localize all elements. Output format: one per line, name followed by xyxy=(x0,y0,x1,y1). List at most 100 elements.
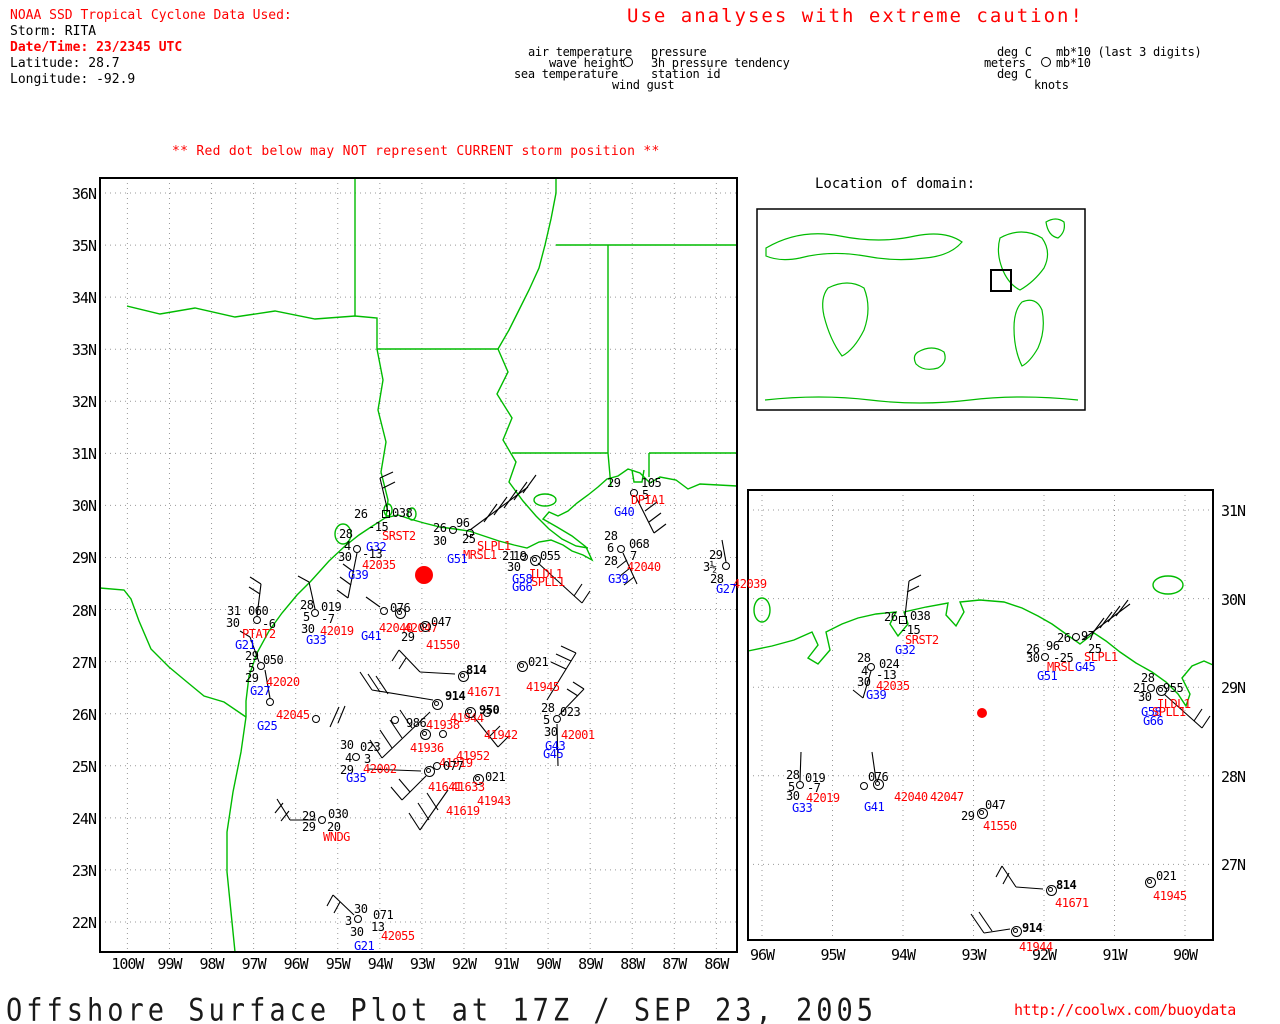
world-map-continents xyxy=(764,218,1079,404)
lon-label: 100W xyxy=(111,955,144,973)
station-id-label: 42001 xyxy=(561,728,595,742)
station-circle-icon xyxy=(353,545,361,553)
caution-title: Use analyses with extreme caution! xyxy=(627,5,1084,27)
lon-label: 91W xyxy=(1102,946,1127,964)
station-id-label: SPLL1 xyxy=(531,575,565,589)
station-value: 4 xyxy=(345,751,352,765)
lon-label: 90W xyxy=(1172,946,1198,964)
station-value: -15 xyxy=(368,520,389,534)
station-id-label: 42035 xyxy=(362,558,396,572)
station-circle-icon xyxy=(253,616,261,624)
lon-label: 88W xyxy=(620,955,645,973)
grid-id-label: G66 xyxy=(1143,714,1164,728)
station-value: 30 xyxy=(1026,651,1040,665)
station-circle-icon xyxy=(1147,684,1155,692)
lat-label: 36N xyxy=(71,185,97,203)
station-value: 13 xyxy=(371,920,385,934)
unit-item: knots xyxy=(1034,78,1069,92)
station-circle-icon xyxy=(439,730,447,738)
station-value: 038 xyxy=(910,609,931,623)
station-inner-circle-icon xyxy=(460,673,465,678)
grid-id-label: G39 xyxy=(866,688,887,702)
station-value: 071 xyxy=(373,908,394,922)
station-value: 31 xyxy=(227,604,241,618)
station-value: 7 xyxy=(630,549,637,563)
station-inner-circle-icon xyxy=(426,768,431,773)
station-value: 29 xyxy=(245,671,259,685)
station-value: 060 xyxy=(248,604,269,618)
station-circle-icon xyxy=(483,709,491,717)
station-value: 077 xyxy=(443,759,464,773)
station-value: 28 xyxy=(604,529,618,543)
station-value: -6 xyxy=(262,617,276,631)
station-value: 28 xyxy=(604,554,618,568)
station-value: 814 xyxy=(466,663,487,677)
grid-id-label: G35 xyxy=(346,771,367,785)
station-value: 955 xyxy=(1163,681,1184,695)
station-circle-icon xyxy=(976,807,988,819)
world-map-border xyxy=(756,208,1086,411)
grid-id-label: G41 xyxy=(361,629,382,643)
station-value: 29 xyxy=(709,548,723,562)
lon-label: 94W xyxy=(367,955,393,973)
station-inner-circle-icon xyxy=(1013,928,1018,933)
station-inner-circle-icon xyxy=(1147,879,1152,884)
station-value: 5 xyxy=(248,661,255,675)
station-inner-circle-icon xyxy=(1158,687,1163,692)
station-value: 29 xyxy=(302,820,316,834)
grid-id-label: G66 xyxy=(512,580,533,594)
station-id-label: SRST2 xyxy=(382,529,416,543)
station-value: 29 xyxy=(401,630,415,644)
station-id-label: 41919 xyxy=(439,756,473,770)
station-id-label: SRST2 xyxy=(905,633,939,647)
lat-label: 31N xyxy=(71,445,97,464)
station-value: 30 xyxy=(857,675,871,689)
station-value: 4 xyxy=(344,539,351,553)
station-value: 076 xyxy=(390,601,411,615)
legend-item: pressure xyxy=(651,45,707,59)
grid-id-label: G33 xyxy=(306,633,327,647)
station-value: 30 xyxy=(354,902,368,916)
lon-label: 93W xyxy=(409,955,435,973)
station-id-label: 42047 xyxy=(930,790,964,804)
station-value: 28 xyxy=(1141,671,1155,685)
legend-item: 3h pressure tendency xyxy=(651,56,790,70)
station-circle-icon xyxy=(722,562,730,570)
station-value: 023 xyxy=(360,740,381,754)
station-value: 047 xyxy=(431,615,452,629)
station-value: 986 xyxy=(406,716,427,730)
lon-label: 98W xyxy=(199,955,224,973)
station-id-label: ILDL1 xyxy=(529,567,563,581)
station-circle-icon xyxy=(464,706,476,718)
storm-position-dot xyxy=(415,566,433,584)
grid-id-label: G51 xyxy=(447,552,468,566)
station-id-label: 42039 xyxy=(733,577,767,591)
station-value: 96 xyxy=(456,516,470,530)
noaa-data-line: NOAA SSD Tropical Cyclone Data Used: xyxy=(10,8,292,23)
station-value: 4 xyxy=(861,664,868,678)
station-id-label: 41943 xyxy=(477,794,511,808)
station-circle-icon xyxy=(516,660,528,672)
station-circle-icon xyxy=(472,773,484,785)
station-value: 3 xyxy=(345,914,352,928)
station-value: 96 xyxy=(1046,639,1060,653)
lon-label: 92W xyxy=(1031,946,1057,964)
grid-id-label: G45 xyxy=(543,747,564,761)
station-value: 914 xyxy=(445,689,466,703)
station-value: -7 xyxy=(321,612,335,626)
station-value: 5 xyxy=(642,488,649,502)
lon-label: 96W xyxy=(749,946,775,964)
station-square-icon xyxy=(899,616,907,624)
station-value: 023 xyxy=(560,705,581,719)
station-value: 25 xyxy=(1088,642,1102,656)
domain-highlight-box xyxy=(990,269,1012,292)
station-id-label: MRSL xyxy=(1047,660,1074,674)
unit-item: deg C xyxy=(997,45,1032,59)
storm-position-dot xyxy=(977,708,987,718)
unit-item: mb*10 xyxy=(1056,56,1091,70)
station-id-label: 41671 xyxy=(1055,896,1089,910)
lat-label: 24N xyxy=(71,809,97,828)
station-value: 814 xyxy=(1056,878,1077,892)
legend-item: air temperature xyxy=(528,45,632,59)
